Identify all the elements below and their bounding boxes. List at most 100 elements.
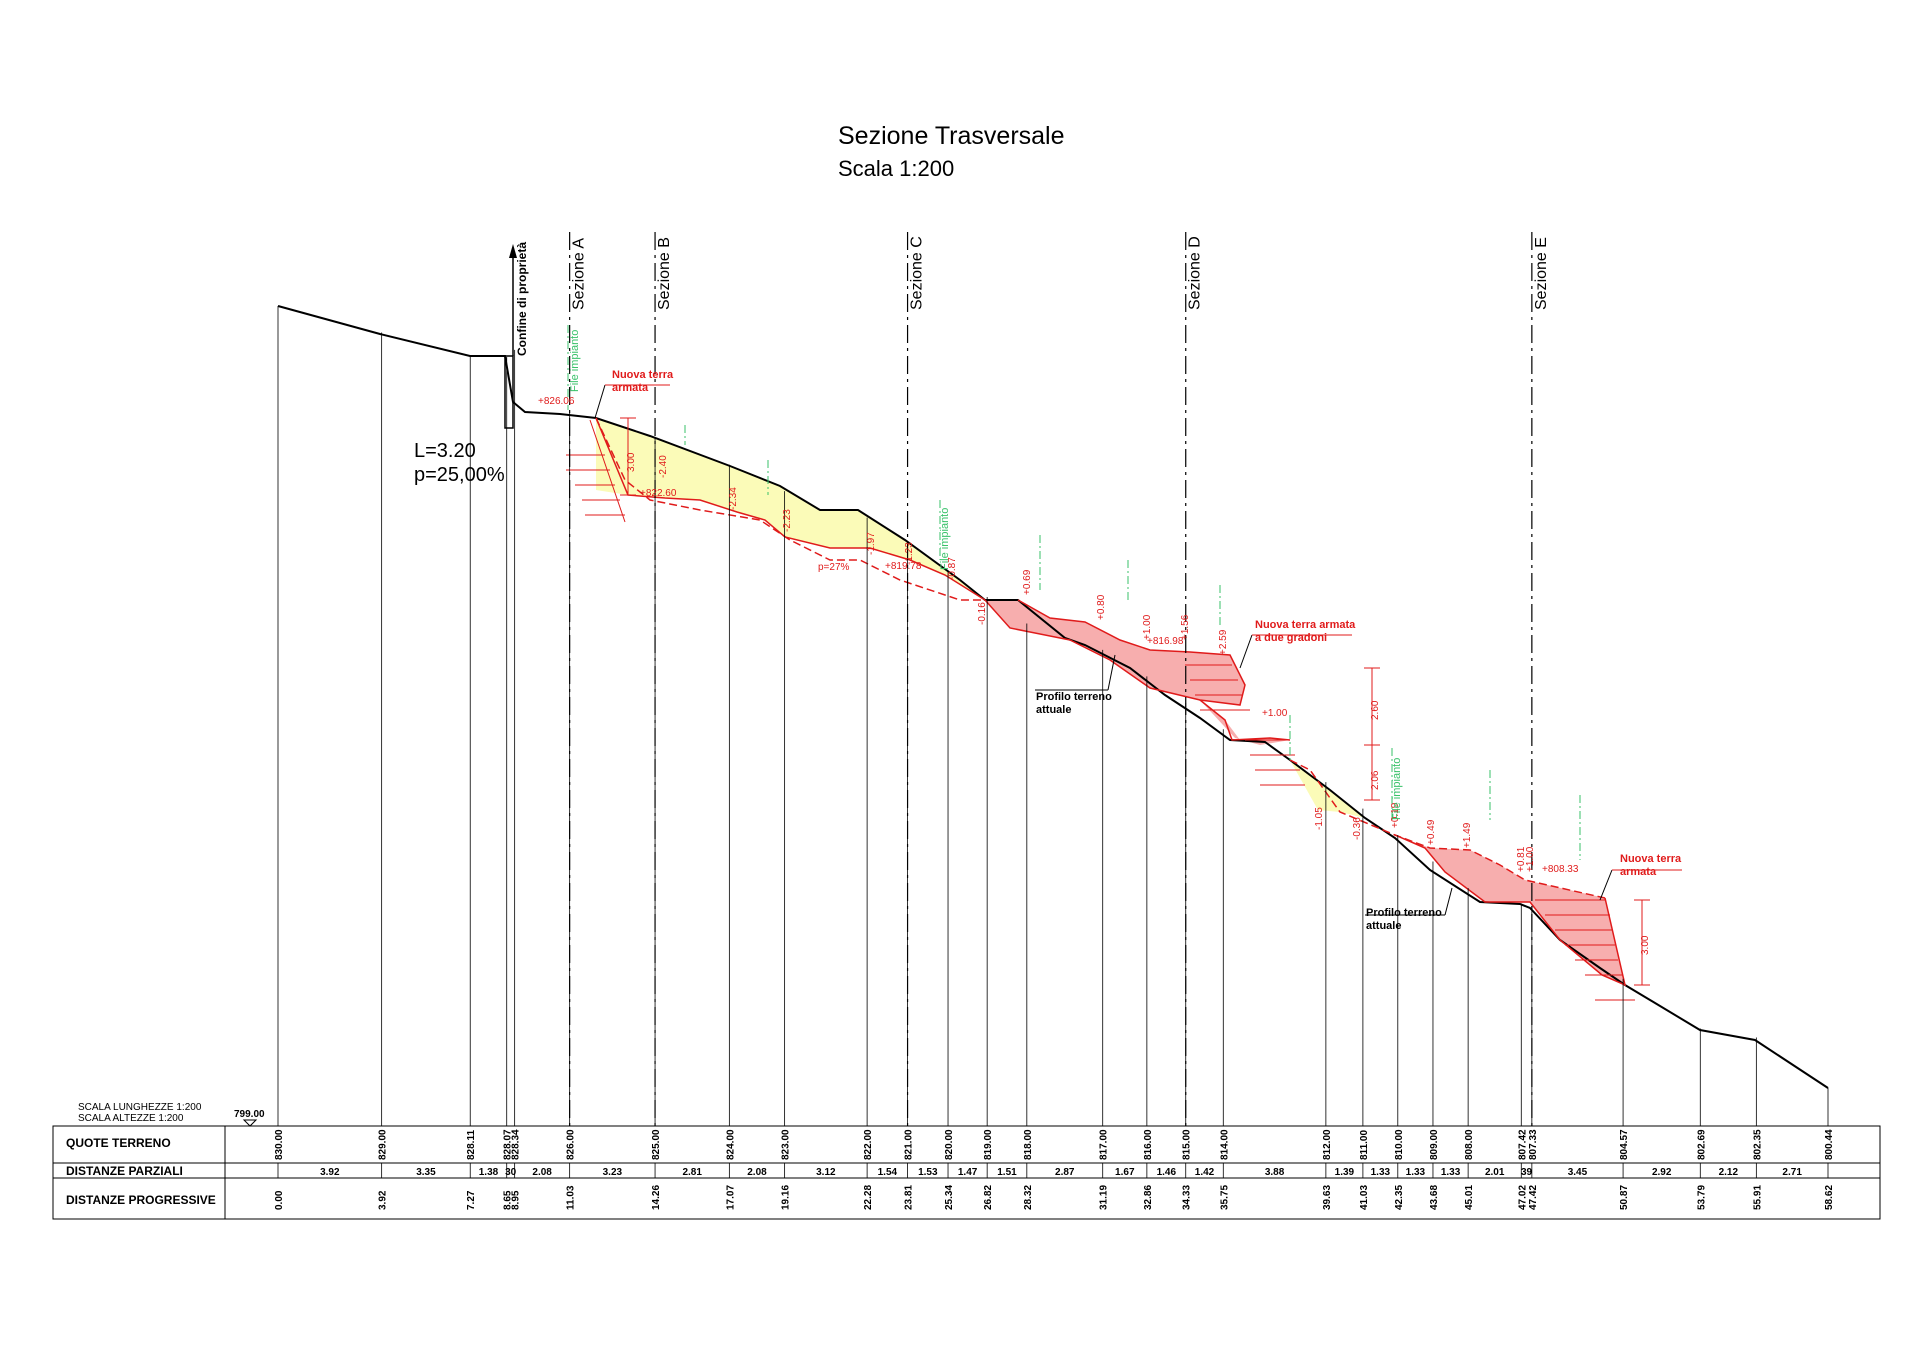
property-boundary-label: Confine di proprietà xyxy=(515,242,529,356)
delta-069: +0.69 xyxy=(1022,569,1033,595)
progressive-value: 39.63 xyxy=(1322,1185,1333,1210)
quota-value: 825.00 xyxy=(651,1129,662,1160)
delta-016: -0.16 xyxy=(977,602,988,625)
delta-036: -0.36 xyxy=(1352,817,1363,840)
length-note: L=3.20 xyxy=(414,440,476,462)
progressive-value: 45.01 xyxy=(1464,1185,1475,1210)
parziali-value: 2.12 xyxy=(1719,1167,1739,1178)
progressive-value: 34.33 xyxy=(1182,1185,1193,1210)
table-header-parziali: DISTANZE PARZIALI xyxy=(66,1164,183,1178)
progressive-value: 53.79 xyxy=(1696,1185,1707,1210)
quota-value: 829.00 xyxy=(378,1129,389,1160)
parziali-value: 3.12 xyxy=(816,1167,836,1178)
parziali-value: 2.81 xyxy=(682,1167,702,1178)
design-profile-lower-2 xyxy=(1199,699,1291,741)
progressive-value: 19.16 xyxy=(781,1185,792,1210)
reinforced-earth-hatch-3 xyxy=(1535,899,1635,1001)
quota-value: 807.33 xyxy=(1528,1129,1539,1160)
parziali-value: 1.33 xyxy=(1441,1167,1461,1178)
callout-profile-1-l2: attuale xyxy=(1036,704,1071,716)
progressive-value: 26.82 xyxy=(983,1185,994,1210)
parziali-value: 1.33 xyxy=(1406,1167,1426,1178)
scale-note-height: SCALA ALTEZZE 1:200 xyxy=(78,1113,184,1124)
section-label: Sezione E xyxy=(1533,237,1550,310)
section-lines: Sezione A Sezione B Sezione C Sezione D Sezi… xyxy=(569,232,1550,1126)
quota-value: 802.69 xyxy=(1696,1129,1707,1160)
plant-row-markers xyxy=(567,325,1581,860)
step-plus1: +1.00 xyxy=(1262,708,1288,719)
progressive-value: 8.95 xyxy=(511,1190,522,1210)
callout-profile-1: Profilo terreno attuale xyxy=(1035,654,1116,716)
parziali-value: 30 xyxy=(505,1167,517,1178)
plant-row-label-1: File impianto xyxy=(569,330,581,392)
design-profile-lower xyxy=(984,599,1246,706)
cut-area-1 xyxy=(596,418,985,600)
quota-value: 823.00 xyxy=(781,1129,792,1160)
elevation-82606: +826.06 xyxy=(538,396,575,407)
callout-new-reinforced-2-l1: Nuova terra xyxy=(1620,853,1682,865)
quota-value: 812.00 xyxy=(1322,1129,1333,1160)
delta-197: -1.97 xyxy=(866,532,877,555)
delta-100b: +1.00 xyxy=(1525,846,1536,872)
progressive-value: 8.65 xyxy=(503,1190,514,1210)
parziali-value: 1.39 xyxy=(1335,1167,1355,1178)
quota-value: 807.42 xyxy=(1517,1129,1528,1160)
progressive-value: 23.81 xyxy=(904,1185,915,1210)
delta-087: -0.87 xyxy=(947,557,958,580)
elevation-80833: +808.33 xyxy=(1542,864,1579,875)
scale-note-length: SCALA LUNGHEZZE 1:200 xyxy=(78,1102,202,1113)
station-lines xyxy=(277,306,1829,1126)
progressive-value: 14.26 xyxy=(651,1185,662,1210)
design-profile xyxy=(595,417,985,601)
delta-223: -2.23 xyxy=(782,509,793,532)
progressive-value: 28.32 xyxy=(1023,1185,1034,1210)
slope-27: p=27% xyxy=(818,562,850,573)
parziali-value: 1.33 xyxy=(1371,1167,1391,1178)
progressive-value: 41.03 xyxy=(1359,1185,1370,1210)
parziali-value: 2.92 xyxy=(1652,1167,1672,1178)
delta-049: +0.49 xyxy=(1426,819,1437,845)
progressive-value: 42.35 xyxy=(1394,1185,1405,1210)
added-area-3 xyxy=(1395,835,1625,985)
progressive-value: 32.86 xyxy=(1143,1185,1154,1210)
delta-149: +1.49 xyxy=(1462,822,1473,848)
parziali-value: 3.88 xyxy=(1265,1167,1285,1178)
callout-steps-l2: a due gradoni xyxy=(1255,632,1327,644)
callout-new-reinforced-1-l1: Nuova terra xyxy=(612,369,674,381)
delta-123: -1.23 xyxy=(904,542,915,565)
quota-value: 824.00 xyxy=(725,1129,736,1160)
dim-300-b: 3.00 xyxy=(1640,935,1651,955)
progressive-value: 0.00 xyxy=(274,1190,285,1210)
retaining-wall xyxy=(504,355,514,429)
parziali-value: 1.51 xyxy=(997,1167,1017,1178)
quota-value: 817.00 xyxy=(1099,1129,1110,1160)
quota-value: 804.57 xyxy=(1619,1129,1630,1160)
plant-row-label-2: File impianto xyxy=(939,508,951,570)
reinforced-earth-hatch-2 xyxy=(1185,664,1305,786)
dim-260: 2.60 xyxy=(1370,700,1381,720)
parziali-value: 1.67 xyxy=(1115,1167,1135,1178)
parziali-value: 1.38 xyxy=(479,1167,499,1178)
parziali-value: 1.46 xyxy=(1157,1167,1177,1178)
progressive-value: 7.27 xyxy=(466,1190,477,1210)
quota-value: 810.00 xyxy=(1394,1129,1405,1160)
parziali-value: 1.42 xyxy=(1195,1167,1215,1178)
drawing-scale: Scala 1:200 xyxy=(838,156,955,181)
quota-value: 815.00 xyxy=(1182,1129,1193,1160)
parziali-value: 1.54 xyxy=(878,1167,898,1178)
quota-value: 809.00 xyxy=(1429,1129,1440,1160)
delta-081: +0.81 xyxy=(1516,846,1527,872)
dim-300-a: 3.00 xyxy=(626,452,637,472)
elevation-81978: +819.78 xyxy=(885,561,922,572)
delta-234: -2.34 xyxy=(728,487,739,510)
quota-value: 826.00 xyxy=(566,1129,577,1160)
progressive-value: 17.07 xyxy=(725,1185,736,1210)
red-annotations: +826.06 +822.60 +819.78 +816.98 +808.33 … xyxy=(538,396,1651,955)
datum-label: 799.00 xyxy=(234,1109,265,1120)
data-table xyxy=(52,1125,1881,1220)
delta-240: -2.40 xyxy=(658,455,669,478)
quota-value: 814.00 xyxy=(1219,1129,1230,1160)
progressive-value: 50.87 xyxy=(1619,1185,1630,1210)
progressive-value: 47.42 xyxy=(1528,1185,1539,1210)
quota-value: 822.00 xyxy=(863,1129,874,1160)
